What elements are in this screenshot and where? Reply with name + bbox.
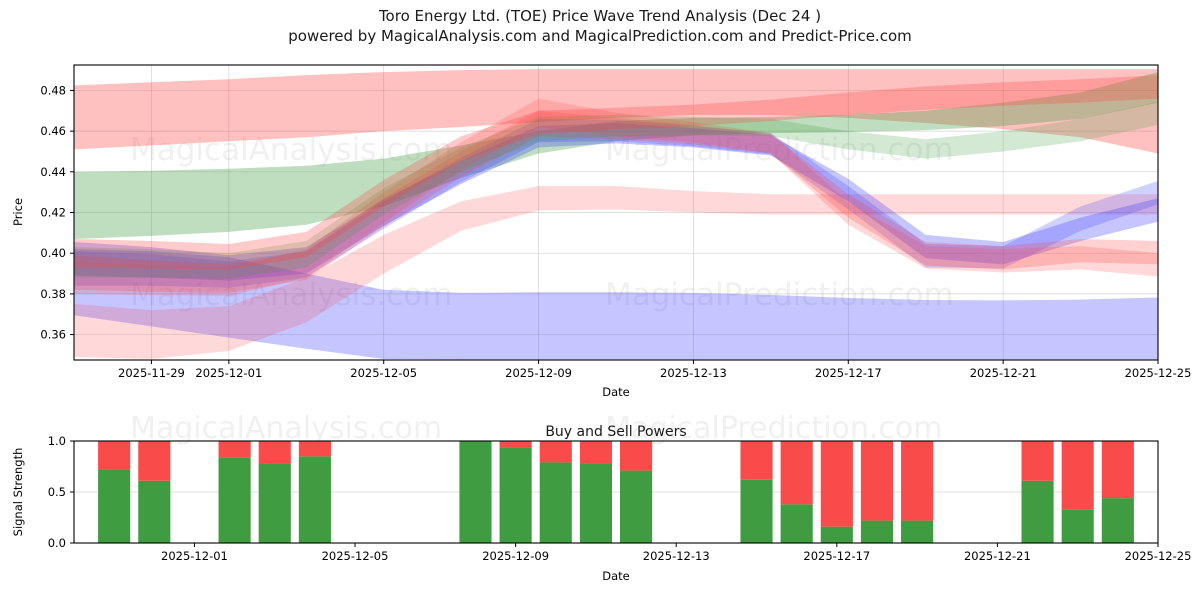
price-band-pink-trough-band xyxy=(74,186,1158,359)
sell-power-bar xyxy=(218,441,251,458)
power-y-axis-label: Signal Strength xyxy=(11,448,25,537)
price-band-wave-cluster-b xyxy=(74,118,1158,288)
sell-power-bar xyxy=(620,441,653,471)
price-y-axis-ticks: 0.36 0.38 0.40 0.42 0.44 0.46 0.48 xyxy=(40,83,74,342)
buy-power-bar xyxy=(740,479,773,543)
price-y-tick-label: 0.40 xyxy=(40,246,66,260)
sell-power-bar xyxy=(901,441,934,521)
sell-power-bar xyxy=(298,441,331,457)
power-x-tick-label: 2025-12-17 xyxy=(803,549,870,563)
price-watermarks: MagicalAnalysis.com MagicalPrediction.com… xyxy=(130,132,954,313)
watermark-text: MagicalPrediction.com xyxy=(605,277,954,313)
price-band-mid-support-band xyxy=(74,72,1158,239)
price-wave-trend-chart: MagicalAnalysis.com MagicalPrediction.com… xyxy=(11,64,1191,399)
sell-power-bar xyxy=(1061,441,1094,510)
price-y-tick-label: 0.46 xyxy=(40,124,66,138)
buy-power-bar xyxy=(138,480,171,543)
sell-power-bar xyxy=(579,441,612,464)
power-x-tick-label: 2025-12-05 xyxy=(322,549,389,563)
power-x-tick-label: 2025-12-25 xyxy=(1125,549,1192,563)
watermark-text: MagicalPrediction.com xyxy=(605,132,954,168)
price-x-tick-label: 2025-12-05 xyxy=(350,366,417,380)
buy-power-bar xyxy=(298,456,331,543)
power-watermarks: MagicalAnalysis.com MagicalPrediction.com xyxy=(130,411,943,446)
price-band-lower-blue-band xyxy=(74,249,1158,360)
buy-power-bar xyxy=(1021,480,1054,543)
price-x-axis-label: Date xyxy=(602,385,630,399)
sell-power-bar xyxy=(1021,441,1054,481)
price-y-tick-label: 0.42 xyxy=(40,206,66,220)
buy-power-bar xyxy=(901,520,934,543)
buy-power-bar xyxy=(218,457,251,543)
price-gridlines xyxy=(74,65,1159,360)
buy-power-bar xyxy=(579,463,612,543)
title-secondary: powered by MagicalAnalysis.com and Magic… xyxy=(288,27,912,45)
power-x-axis-ticks: 2025-12-01 2025-12-05 2025-12-09 2025-12-13… xyxy=(161,543,1191,563)
buy-power-bar xyxy=(780,504,813,543)
price-x-tick-label: 2025-12-01 xyxy=(195,366,262,380)
buy-power-bar xyxy=(1101,498,1134,543)
price-band-wave-cluster-a xyxy=(74,122,1158,281)
buy-power-bar xyxy=(860,520,894,543)
price-x-tick-label: 2025-12-13 xyxy=(660,366,727,380)
price-x-tick-label: 2025-12-17 xyxy=(815,366,882,380)
sell-power-bar xyxy=(138,441,171,481)
price-x-axis-ticks: 2025-11-29 2025-12-01 2025-12-05 2025-12-09… xyxy=(118,360,1191,380)
power-x-tick-label: 2025-12-13 xyxy=(643,549,710,563)
power-x-axis-label: Date xyxy=(602,569,630,583)
price-y-tick-label: 0.44 xyxy=(40,165,66,179)
power-y-tick-label: 1.0 xyxy=(48,434,66,448)
sell-power-bar xyxy=(780,441,813,505)
buy-power-bar xyxy=(459,441,492,543)
price-band-wave-cluster-e xyxy=(74,101,1158,279)
power-x-tick-label: 2025-12-21 xyxy=(964,549,1031,563)
price-band-wave-cluster-c xyxy=(74,110,1158,293)
sell-power-bar xyxy=(1101,441,1134,499)
sell-power-bar xyxy=(740,441,773,480)
price-band-wave-cluster-d xyxy=(74,98,1158,296)
price-y-tick-label: 0.36 xyxy=(40,328,66,342)
price-x-tick-label: 2025-12-25 xyxy=(1125,366,1192,380)
power-y-tick-label: 0.0 xyxy=(48,536,66,550)
buy-power-bar xyxy=(1061,509,1094,543)
buy-power-bar xyxy=(258,463,291,543)
buy-power-bar xyxy=(499,447,532,543)
buy-power-bar xyxy=(620,470,653,543)
sell-power-bar xyxy=(499,441,532,448)
title-primary: Toro Energy Ltd. (TOE) Price Wave Trend … xyxy=(378,7,822,25)
power-x-tick-label: 2025-12-01 xyxy=(161,549,228,563)
buy-power-bar xyxy=(98,469,131,543)
price-x-tick-label: 2025-12-21 xyxy=(970,366,1037,380)
price-band-areas xyxy=(74,69,1158,360)
watermark-text: MagicalPrediction.com xyxy=(605,411,943,446)
watermark-text: MagicalAnalysis.com xyxy=(130,132,452,168)
page-title: Toro Energy Ltd. (TOE) Price Wave Trend … xyxy=(0,6,1200,46)
buy-power-bar xyxy=(820,526,853,543)
watermark-text: MagicalAnalysis.com xyxy=(130,277,452,313)
sell-power-bar xyxy=(820,441,853,527)
buy-power-bar xyxy=(539,462,572,543)
price-x-tick-label: 2025-12-09 xyxy=(505,366,572,380)
price-band-wave-cluster-f xyxy=(74,75,1158,270)
power-x-tick-label: 2025-12-09 xyxy=(482,549,549,563)
price-y-tick-label: 0.48 xyxy=(40,83,66,97)
buy-sell-powers-chart: MagicalAnalysis.com MagicalPrediction.com… xyxy=(11,411,1191,583)
power-y-tick-label: 0.5 xyxy=(48,485,66,499)
price-band-upper-resistance-band xyxy=(74,69,1158,154)
sell-power-bar xyxy=(98,441,131,470)
price-y-tick-label: 0.38 xyxy=(40,287,66,301)
power-bar-group xyxy=(98,441,1134,543)
price-y-axis-label: Price xyxy=(11,198,25,226)
watermark-text: MagicalAnalysis.com xyxy=(130,411,442,446)
sell-power-bar xyxy=(860,441,894,521)
power-chart-title: Buy and Sell Powers xyxy=(545,424,686,440)
sell-power-bar xyxy=(539,441,572,463)
power-y-axis-ticks: 0.0 0.5 1.0 xyxy=(48,434,74,550)
sell-power-bar xyxy=(258,441,291,464)
price-x-tick-label: 2025-11-29 xyxy=(118,366,185,380)
